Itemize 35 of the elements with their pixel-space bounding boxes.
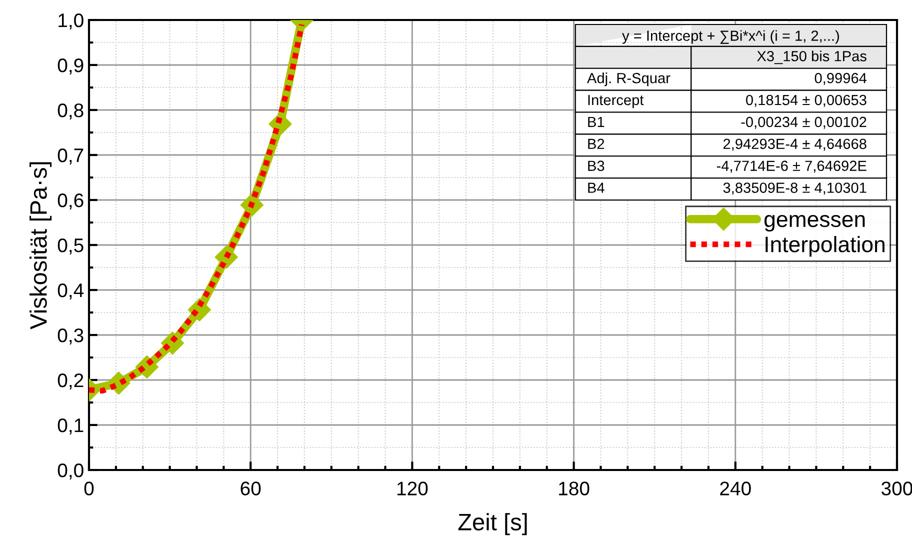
y-tick-label: 0,2 bbox=[58, 373, 84, 390]
annotation: X3_150 bis 1Pas bbox=[757, 50, 866, 64]
annotation: 3,83509E-8 ± 4,10301 bbox=[723, 182, 866, 195]
annotation: Adj. R-Squar bbox=[587, 72, 670, 86]
y-tick-label: 0,8 bbox=[58, 103, 84, 120]
y-tick-label: 0,1 bbox=[58, 418, 84, 435]
y-tick-label: 0,6 bbox=[58, 193, 84, 210]
y-axis-title: Viskosität [Pa·s] bbox=[30, 162, 52, 330]
y-tick-label: 0,0 bbox=[58, 463, 84, 480]
y-tick-label: 1,0 bbox=[58, 13, 84, 30]
annotation: -0,00234 ± 0,00102 bbox=[741, 116, 866, 129]
x-tick-label: 60 bbox=[240, 482, 261, 496]
legend-label: gemessen bbox=[764, 214, 865, 232]
y-tick-label: 0,4 bbox=[58, 283, 84, 300]
annotation: -4,7714E-6 ± 7,64692E bbox=[716, 160, 866, 173]
x-tick-label: 300 bbox=[882, 482, 912, 496]
x-tick-label: 0 bbox=[84, 482, 94, 496]
x-tick-label: 240 bbox=[720, 482, 751, 496]
y-tick-label: 0,5 bbox=[58, 238, 84, 255]
annotation: 0,18154 ± 0,00653 bbox=[746, 94, 866, 107]
legend-label: Interpolation bbox=[766, 236, 884, 257]
y-tick-label: 0,7 bbox=[58, 148, 84, 165]
y-tick-label: 0,9 bbox=[58, 58, 84, 75]
y-tick-label: 0,3 bbox=[58, 328, 84, 345]
annotation: B1 bbox=[588, 116, 604, 127]
x-axis-title: Zeit [s] bbox=[458, 513, 527, 536]
annotation: B2 bbox=[588, 138, 604, 149]
x-tick-label: 120 bbox=[397, 482, 428, 496]
annotation: B4 bbox=[588, 182, 604, 193]
annotation: y = Intercept + ∑Bi*x^i (i = 1, 2,...) bbox=[622, 30, 839, 44]
x-tick-label: 180 bbox=[559, 482, 590, 496]
annotation: 2,94293E-4 ± 4,64668 bbox=[723, 138, 866, 151]
annotation: B3 bbox=[588, 160, 604, 172]
annotation: Intercept bbox=[588, 95, 644, 108]
annotation: 0,99964 bbox=[814, 72, 867, 85]
